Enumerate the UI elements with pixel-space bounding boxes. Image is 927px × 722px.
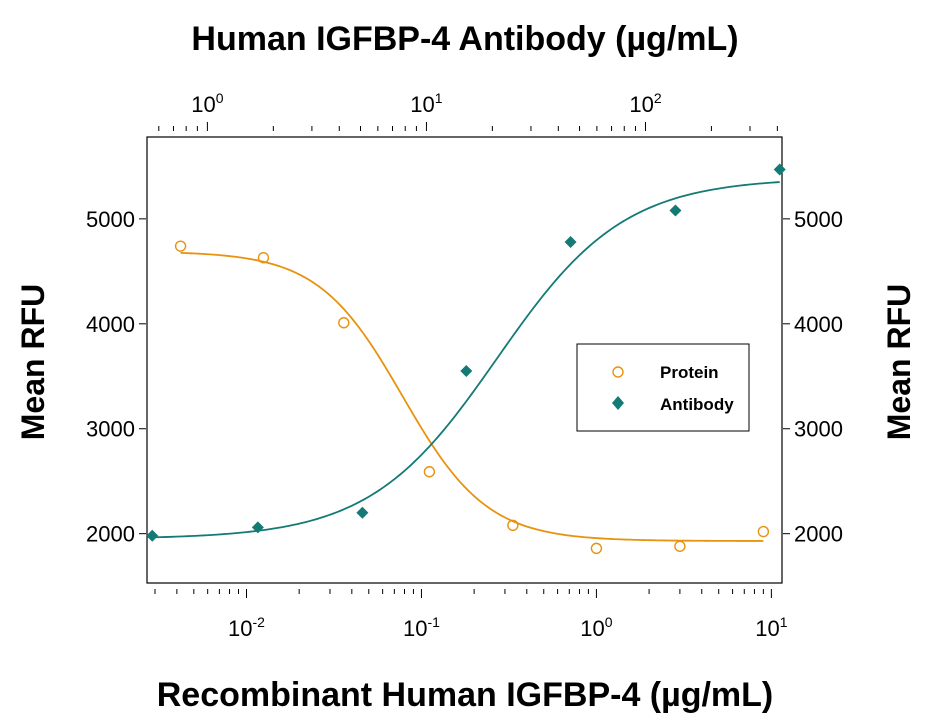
legend-marker-antibody bbox=[612, 396, 624, 410]
x-axis-bottom: 10-2 10-1 100 101 bbox=[154, 589, 788, 641]
x-bottom-tick-label-exponent: 1 bbox=[780, 614, 788, 630]
fit-curve-protein bbox=[180, 251, 764, 542]
chart-title: Human IGFBP-4 Antibody (µg/mL) bbox=[191, 20, 738, 58]
data-points bbox=[146, 163, 786, 555]
y-axis-left: 2000 3000 4000 5000 bbox=[86, 207, 146, 547]
x-bottom-tick-label: 10-2 bbox=[228, 614, 265, 641]
x-bottom-tick-label-exponent: 0 bbox=[605, 614, 613, 630]
x-bottom-tick-label: 10-1 bbox=[403, 614, 440, 641]
x-top-tick-label-base: 10 bbox=[410, 92, 434, 117]
point-antibody bbox=[460, 365, 473, 378]
x-bottom-tick-label-base: 10 bbox=[228, 616, 252, 641]
legend-box bbox=[576, 343, 750, 432]
point-protein bbox=[338, 317, 350, 329]
y-right-tick-label: 3000 bbox=[794, 417, 843, 442]
x-top-tick-label-exponent: 2 bbox=[654, 90, 662, 106]
x-bottom-tick-label-base: 10 bbox=[403, 616, 427, 641]
x-bottom-tick-label: 101 bbox=[755, 614, 787, 641]
x-top-tick-label: 102 bbox=[629, 90, 661, 117]
legend-label-antibody: Antibody bbox=[660, 395, 734, 414]
legend: Protein Antibody bbox=[576, 343, 750, 432]
x-top-tick-label-exponent: 1 bbox=[435, 90, 443, 106]
y-axis-label-right: Mean RFU bbox=[881, 284, 917, 440]
y-right-tick-label: 2000 bbox=[794, 522, 843, 547]
y-axis-label-left: Mean RFU bbox=[15, 284, 51, 440]
x-bottom-tick-label-exponent: -2 bbox=[253, 614, 266, 630]
y-right-tick-label: 4000 bbox=[794, 312, 843, 337]
point-protein bbox=[507, 519, 519, 531]
x-top-tick-label-exponent: 0 bbox=[216, 90, 224, 106]
point-antibody bbox=[251, 521, 264, 534]
x-axis-top: 100 101 102 bbox=[158, 90, 778, 131]
point-antibody bbox=[146, 529, 159, 542]
x-top-tick-label: 100 bbox=[191, 90, 223, 117]
y-left-tick-label: 2000 bbox=[86, 522, 135, 547]
y-left-tick-label: 5000 bbox=[86, 207, 135, 232]
y-right-tick-label: 5000 bbox=[794, 207, 843, 232]
y-left-tick-label: 3000 bbox=[86, 417, 135, 442]
x-bottom-tick-label-exponent: -1 bbox=[427, 614, 440, 630]
point-protein bbox=[257, 251, 270, 264]
x-axis-label: Recombinant Human IGFBP-4 (µg/mL) bbox=[157, 676, 774, 714]
x-top-tick-label-base: 10 bbox=[629, 92, 653, 117]
point-protein bbox=[590, 542, 603, 555]
point-protein bbox=[757, 525, 770, 538]
x-bottom-tick-label-base: 10 bbox=[580, 616, 604, 641]
point-antibody bbox=[564, 235, 577, 248]
point-antibody bbox=[669, 204, 682, 217]
x-bottom-tick-label: 100 bbox=[580, 614, 612, 641]
point-antibody bbox=[356, 506, 369, 519]
point-protein bbox=[423, 466, 436, 478]
x-top-tick-label: 101 bbox=[410, 90, 442, 117]
point-protein bbox=[174, 240, 187, 252]
point-antibody bbox=[773, 163, 786, 176]
legend-marker-protein bbox=[612, 366, 624, 378]
plot-frame bbox=[146, 136, 783, 584]
y-left-tick-label: 4000 bbox=[86, 312, 135, 337]
point-protein bbox=[674, 540, 686, 552]
x-top-tick-label-base: 10 bbox=[191, 92, 215, 117]
y-axis-right: 2000 3000 4000 5000 bbox=[783, 207, 843, 547]
x-bottom-tick-label-base: 10 bbox=[755, 616, 779, 641]
legend-label-protein: Protein bbox=[660, 363, 719, 382]
